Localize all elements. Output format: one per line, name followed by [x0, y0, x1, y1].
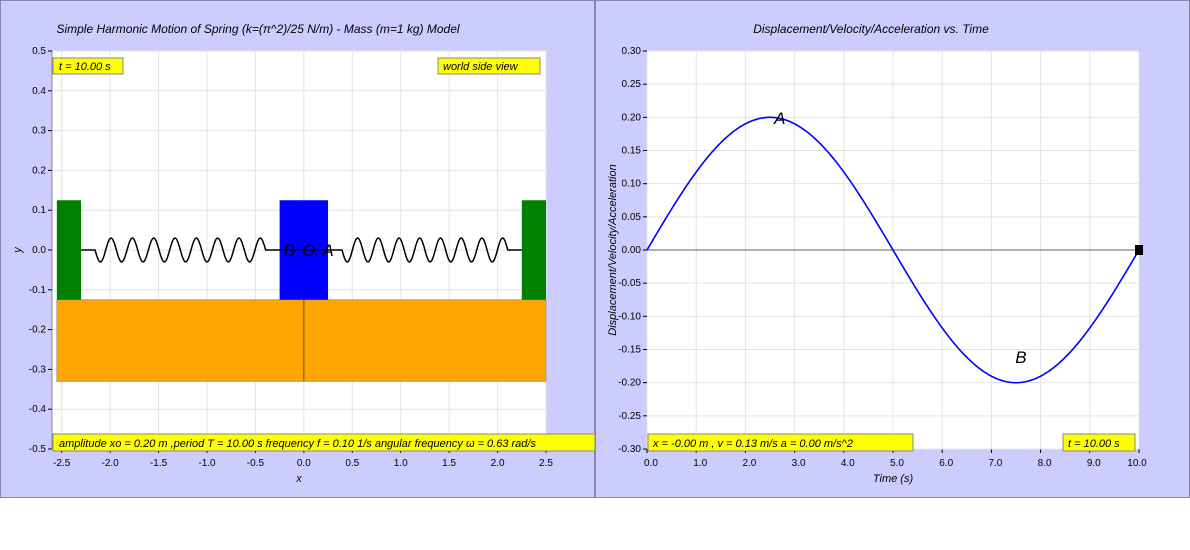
- y-axis-label: y: [12, 246, 24, 254]
- right-wall: [521, 200, 546, 300]
- y-tick-label: 0.30: [622, 46, 642, 57]
- x-tick-label: 4.0: [841, 458, 855, 469]
- y-tick-label: 0.10: [622, 179, 642, 190]
- curve-sample-point: [892, 249, 894, 251]
- x-axis-label: x: [295, 473, 302, 485]
- x-tick-label: -1.5: [150, 458, 168, 469]
- curve-point-label-a: A: [773, 109, 785, 128]
- view-label: world side view: [443, 61, 519, 73]
- x-tick-label: 0.0: [644, 458, 658, 469]
- x-tick-label: 2.0: [491, 458, 505, 469]
- x-tick-label: 3.0: [792, 458, 806, 469]
- time-readout: t = 10.00 s: [1068, 438, 1120, 450]
- curve-sample-point: [818, 142, 820, 144]
- y-tick-label: -0.30: [618, 444, 641, 455]
- y-tick-label: -0.5: [29, 444, 47, 455]
- view-box: [437, 57, 541, 75]
- x-tick-label: 7.0: [988, 458, 1002, 469]
- time-box: [52, 57, 124, 75]
- y-tick-label: -0.4: [29, 404, 47, 415]
- y-tick-label: -0.05: [618, 278, 641, 289]
- y-tick-label: -0.15: [618, 345, 641, 356]
- curve-sample-point: [646, 249, 648, 251]
- y-tick-label: 0.00: [622, 245, 642, 256]
- curve-sample-point: [1040, 375, 1042, 377]
- chart-title: Simple Harmonic Motion of Spring (k=(π^2…: [56, 22, 459, 36]
- curve-sample-point: [1064, 356, 1066, 358]
- y-tick-label: -0.25: [618, 411, 641, 422]
- marker-a-label: A: [321, 241, 333, 260]
- x-axis-label: Time (s): [873, 473, 914, 485]
- curve-sample-point: [941, 327, 943, 329]
- curve-sample-point: [1015, 382, 1017, 384]
- right-spring: [328, 237, 522, 263]
- x-tick-label: 5.0: [890, 458, 904, 469]
- curve-sample-point: [1089, 327, 1091, 329]
- left-wall: [56, 200, 82, 300]
- time-readout: t = 10.00 s: [59, 61, 111, 73]
- x-tick-label: 0.0: [297, 458, 311, 469]
- y-tick-label: 0.2: [32, 165, 46, 176]
- y-tick-label: -0.10: [618, 311, 641, 322]
- y-tick-label: -0.1: [29, 285, 47, 296]
- curve-sample-point: [1113, 290, 1115, 292]
- x-tick-label: 1.5: [442, 458, 456, 469]
- left-spring: [81, 237, 280, 263]
- x-tick-label: 9.0: [1087, 458, 1101, 469]
- x-tick-label: 1.0: [394, 458, 408, 469]
- graph-panel: Displacement/Velocity/Acceleration vs. T…: [595, 0, 1190, 498]
- y-axis-label: Displacement/Velocity/Acceleration: [607, 164, 619, 335]
- curve-sample-point: [695, 171, 697, 173]
- x-tick-label: 8.0: [1038, 458, 1052, 469]
- time-box: [1062, 433, 1136, 452]
- y-tick-label: 0.05: [622, 212, 642, 223]
- x-tick-label: 1.0: [693, 458, 707, 469]
- curve-sample-point: [720, 142, 722, 144]
- y-tick-label: 0.20: [622, 112, 642, 123]
- y-tick-label: 0.3: [32, 126, 46, 137]
- world-side-view-plot: Simple Harmonic Motion of Spring (k=(π^2…: [12, 22, 596, 485]
- x-tick-label: -2.0: [102, 458, 120, 469]
- curve-sample-point: [917, 290, 919, 292]
- marker-o-label: O: [302, 241, 315, 260]
- marker-b-label: B: [284, 241, 295, 260]
- curve-sample-point: [990, 375, 992, 377]
- x-tick-label: 2.5: [539, 458, 553, 469]
- y-tick-label: -0.2: [29, 325, 47, 336]
- displacement-time-plot: Displacement/Velocity/Acceleration vs. T…: [607, 22, 1147, 485]
- current-time-marker: [1135, 245, 1143, 255]
- y-tick-label: -0.3: [29, 364, 47, 375]
- floor: [56, 299, 547, 382]
- y-tick-label: 0.0: [32, 245, 46, 256]
- curve-sample-point: [867, 208, 869, 210]
- y-tick-label: 0.25: [622, 79, 642, 90]
- curve-sample-point: [671, 208, 673, 210]
- state-readout: x = -0.00 m , v = 0.13 m/s a = 0.00 m/s^…: [652, 438, 853, 450]
- curve-sample-point: [769, 116, 771, 118]
- curve-sample-point: [794, 123, 796, 125]
- y-tick-label: 0.4: [32, 86, 46, 97]
- x-tick-label: -1.0: [198, 458, 216, 469]
- curve-sample-point: [843, 171, 845, 173]
- chart-title: Displacement/Velocity/Acceleration vs. T…: [753, 22, 989, 36]
- x-tick-label: 0.5: [345, 458, 359, 469]
- x-tick-label: 6.0: [939, 458, 953, 469]
- y-tick-label: 0.15: [622, 146, 642, 157]
- x-tick-label: 10.0: [1127, 458, 1147, 469]
- x-tick-label: 2.0: [742, 458, 756, 469]
- y-tick-label: 0.1: [32, 205, 46, 216]
- x-tick-label: -0.5: [247, 458, 265, 469]
- curve-point-label-b: B: [1015, 348, 1026, 367]
- curve-sample-point: [966, 356, 968, 358]
- y-tick-label: 0.5: [32, 46, 46, 57]
- y-tick-label: -0.20: [618, 378, 641, 389]
- curve-sample-point: [744, 123, 746, 125]
- motion-info-readout: amplitude xo = 0.20 m ,period T = 10.00 …: [59, 438, 536, 450]
- readout-box: [647, 433, 914, 452]
- x-tick-label: -2.5: [53, 458, 71, 469]
- spring-mass-world-panel: Simple Harmonic Motion of Spring (k=(π^2…: [0, 0, 596, 498]
